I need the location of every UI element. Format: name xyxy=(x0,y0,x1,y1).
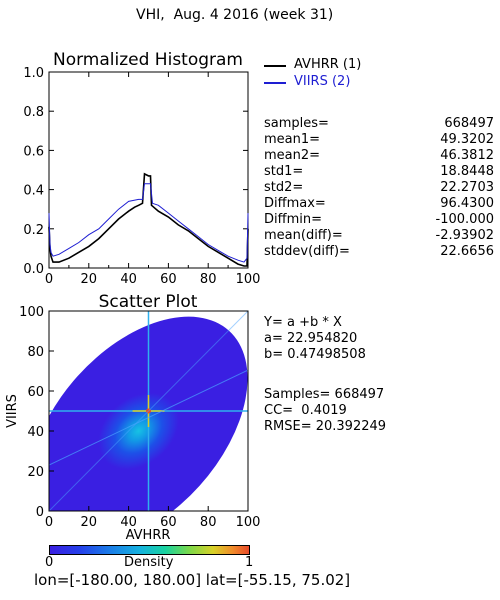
hist-y-tick-label: 1.0 xyxy=(23,66,44,81)
stat-row: std1= 18.8448 xyxy=(264,164,494,179)
scatter-x-tick-label: 40 xyxy=(120,515,137,530)
hist-x-tick-label: 80 xyxy=(200,272,217,287)
series-line-viirs xyxy=(48,183,249,263)
scatter-frame xyxy=(48,310,249,512)
fit-equation: Y= a +b * X xyxy=(264,315,342,330)
histogram-title: Normalized Histogram xyxy=(53,50,243,70)
stat-value: -2.93902 xyxy=(435,228,494,243)
legend-line-avhrr xyxy=(264,65,286,67)
scatter-density-layer xyxy=(49,311,248,511)
density-colorbar xyxy=(49,545,250,555)
scatter-x-tick-label: 100 xyxy=(236,515,261,530)
stat-row: samples= 668497 xyxy=(264,116,494,131)
hist-x-tick-label: 0 xyxy=(45,272,53,287)
metric-samples: Samples= 668497 xyxy=(264,387,385,402)
scatter-x-tick-label: 20 xyxy=(81,515,98,530)
colorbar-min: 0 xyxy=(45,555,54,570)
stat-row: Diffmax= 96.4300 xyxy=(264,196,494,211)
legend-label-avhrr: AVHRR (1) xyxy=(294,57,362,72)
legend-line-viirs xyxy=(264,82,286,84)
hist-x-tick-label: 60 xyxy=(160,272,177,287)
scatter-y-tick-label: 80 xyxy=(27,345,44,360)
stat-value: 18.8448 xyxy=(440,164,494,179)
stat-value: 22.6656 xyxy=(440,244,494,259)
scatter-x-tick-label: 60 xyxy=(160,515,177,530)
stat-row: std2= 22.2703 xyxy=(264,180,494,195)
legend-label-viirs: VIIRS (2) xyxy=(294,74,351,89)
fit-b: b= 0.47498508 xyxy=(264,347,366,362)
page-title: VHI, Aug. 4 2016 (week 31) xyxy=(136,7,334,23)
stat-key: Diffmax= xyxy=(264,196,326,211)
stat-value: 22.2703 xyxy=(440,180,494,195)
stat-key: mean(diff)= xyxy=(264,228,343,243)
colorbar-max: 1 xyxy=(245,555,254,570)
series-line-avhrr xyxy=(48,172,249,267)
hist-y-tick-label: 0.8 xyxy=(23,105,44,120)
scatter-y-tick-label: 60 xyxy=(27,385,44,400)
fit-a: a= 22.954820 xyxy=(264,331,358,346)
stat-value: 49.3202 xyxy=(440,132,494,147)
stat-key: mean2= xyxy=(264,148,321,163)
stat-value: 46.3812 xyxy=(440,148,494,163)
histogram-chart: Normalized Histogram 0 20 40 60 80 100 0.0 0.2 0… xyxy=(23,50,261,287)
stat-value: 668497 xyxy=(444,116,494,131)
density-core xyxy=(82,377,195,485)
stat-row: Diffmin= -100.000 xyxy=(264,212,494,227)
scatter-y-label: VIIRS xyxy=(5,394,20,428)
scatter-x-label: AVHRR xyxy=(126,528,171,543)
scatter-chart: Scatter Plot 0 20 40 60 80 100 0 20 40 60 80 100 AV… xyxy=(5,292,261,543)
histogram-legend: AVHRR (1) VIIRS (2) xyxy=(264,55,494,95)
scatter-x-tick-label: 0 xyxy=(45,515,53,530)
scatter-title: Scatter Plot xyxy=(99,292,198,312)
regression-line xyxy=(49,369,248,466)
stat-value: 96.4300 xyxy=(440,196,494,211)
hist-x-tick-label: 20 xyxy=(81,272,98,287)
stat-key: samples= xyxy=(264,116,329,131)
hist-y-tick-label: 0.0 xyxy=(23,262,44,277)
scatter-y-tick-label: 0 xyxy=(36,505,44,520)
stat-key: mean1= xyxy=(264,132,321,147)
hist-y-tick-label: 0.6 xyxy=(23,144,44,159)
colorbar-label: Density xyxy=(124,555,174,570)
footer-coordinates: lon=[-180.00, 180.00] lat=[-55.15, 75.02… xyxy=(34,571,351,589)
stat-key: Diffmin= xyxy=(264,212,322,227)
hist-y-tick-label: 0.4 xyxy=(23,184,44,199)
stat-key: stddev(diff)= xyxy=(264,244,350,259)
scatter-fit-info: Y= a +b * X a= 22.954820 b= 0.47498508 S… xyxy=(264,316,494,446)
hist-y-tick-label: 0.2 xyxy=(23,223,44,238)
one-to-one-line xyxy=(49,311,248,511)
scatter-y-tick-label: 20 xyxy=(27,465,44,480)
stat-row: mean(diff)= -2.93902 xyxy=(264,228,494,243)
stat-key: std1= xyxy=(264,164,304,179)
stat-row: mean1= 49.3202 xyxy=(264,132,494,147)
stat-row: stddev(diff)= 22.6656 xyxy=(264,244,494,259)
hist-x-tick-label: 100 xyxy=(236,272,261,287)
stat-value: -100.000 xyxy=(435,212,494,227)
stat-key: std2= xyxy=(264,180,304,195)
scatter-x-tick-label: 80 xyxy=(200,515,217,530)
scatter-y-tick-label: 40 xyxy=(27,425,44,440)
hist-x-tick-label: 40 xyxy=(120,272,137,287)
metric-cc: CC= 0.4019 xyxy=(264,403,347,418)
histogram-stats: samples= 668497 mean1= 49.3202 mean2= 46.38… xyxy=(264,116,494,266)
scatter-y-tick-label: 100 xyxy=(19,305,44,320)
metric-rmse: RMSE= 20.392249 xyxy=(264,419,387,434)
stat-row: mean2= 46.3812 xyxy=(264,148,494,163)
